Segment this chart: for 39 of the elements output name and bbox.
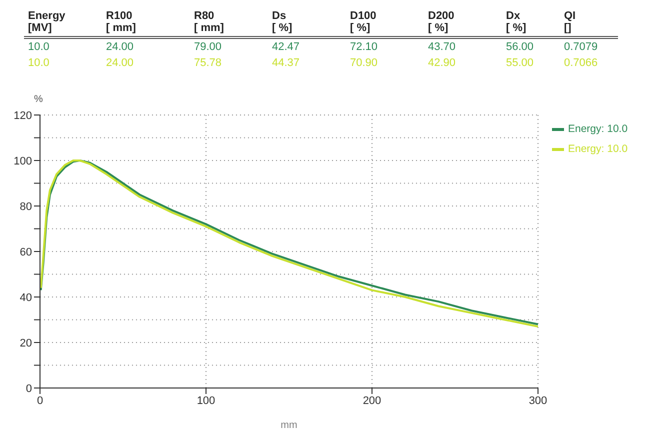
- y-tick-label: 60: [20, 246, 32, 258]
- text: 75.78: [194, 57, 223, 69]
- y-axis-title: %: [34, 94, 43, 105]
- y-tick-label: 100: [14, 155, 32, 168]
- text: 42.90: [428, 57, 457, 69]
- x-tick-label: 0: [36, 394, 44, 407]
- y-tick-label: 80: [20, 200, 32, 213]
- text: R100 [ mm]: [106, 10, 137, 34]
- text: 43.70: [428, 41, 457, 53]
- text: D200 [ %]: [428, 10, 456, 34]
- text: 24.00: [106, 41, 135, 53]
- text: 56.00: [506, 41, 535, 53]
- text: 24.00: [106, 57, 135, 69]
- x-tick-label: 100: [196, 394, 216, 407]
- text: 44.37: [272, 57, 301, 69]
- y-tick-label: 0: [26, 382, 32, 395]
- text: Energy [MV]: [28, 10, 66, 34]
- text: 10.0: [28, 57, 50, 69]
- x-axis-title: mm: [280, 420, 298, 431]
- text: QI []: [564, 10, 577, 34]
- text: Ds [ %]: [272, 10, 294, 34]
- legend-label: Energy: 10.0: [567, 123, 628, 135]
- x-tick-label: 200: [362, 394, 382, 407]
- text: 79.00: [194, 41, 223, 53]
- text: R80 [ mm]: [194, 10, 225, 34]
- y-tick-label: 20: [20, 337, 32, 350]
- text: 10.0: [28, 41, 50, 53]
- text: 70.90: [350, 57, 379, 69]
- legend-label: Energy: 10.0: [567, 143, 628, 155]
- text: 42.47: [272, 41, 301, 53]
- y-tick-label: 120: [14, 110, 32, 122]
- text: 72.10: [350, 41, 379, 53]
- text: 55.00: [506, 57, 535, 69]
- text: Dx [ %]: [506, 10, 528, 34]
- x-tick-label: 300: [528, 394, 548, 407]
- text: 0.7066: [564, 57, 599, 69]
- text: D100 [ %]: [350, 10, 378, 34]
- text: 0.7079: [564, 41, 599, 53]
- y-tick-label: 40: [20, 292, 32, 304]
